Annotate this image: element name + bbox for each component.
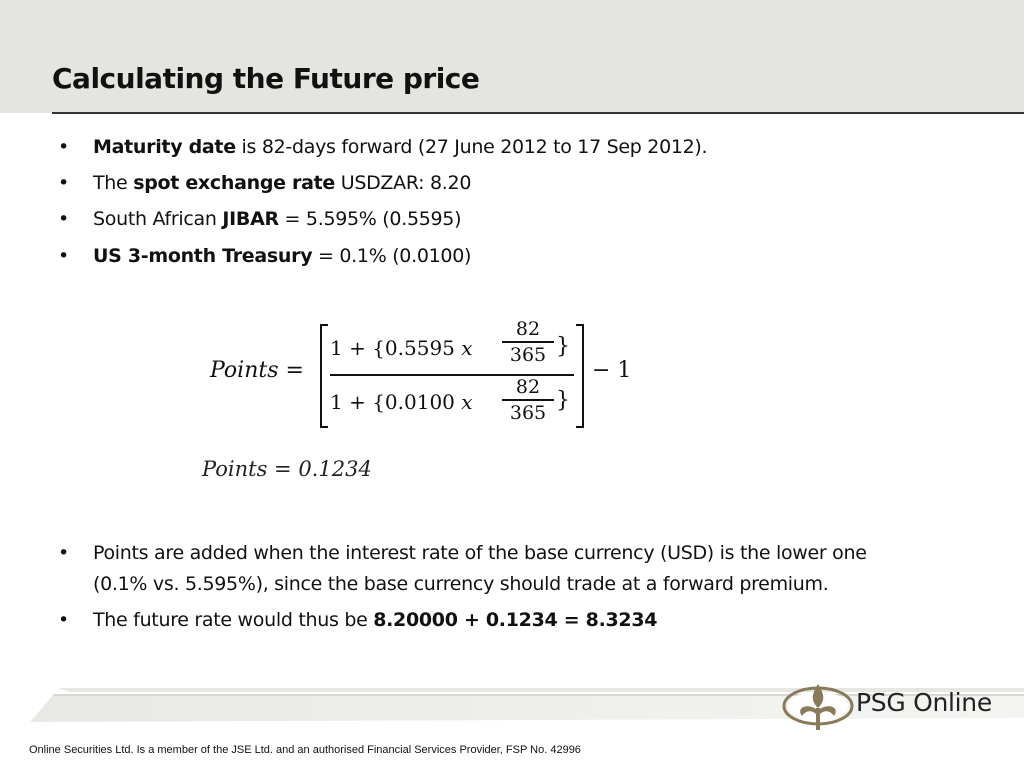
- bullet-bold-label: JIBAR: [222, 208, 279, 230]
- bullet-bold-label: 8.20000 + 0.1234 = 8.3234: [373, 609, 658, 631]
- bullet-text: is 82-days forward (27 June 2012 to 17 S…: [235, 136, 708, 158]
- denominator-fraction: 82 365: [502, 376, 554, 424]
- points-formula: Points = 1 + {0.5595 x 82 365 } 1 + {0.0…: [200, 318, 640, 430]
- bullet-text: USDZAR: 8.20: [335, 172, 472, 194]
- points-result: Points = 0.1234: [202, 457, 372, 481]
- bullet-text: (0.1% vs. 5.595%), since the base curren…: [93, 573, 829, 595]
- bullet-dot: •: [58, 245, 69, 267]
- bullet-dot: •: [58, 136, 69, 158]
- footer-disclaimer: Online Securities Ltd. Is a member of th…: [29, 744, 581, 756]
- formula-numerator: 1 + {0.5595 x: [330, 336, 473, 360]
- bullet-dot: •: [58, 208, 69, 230]
- numerator-close-brace: }: [556, 334, 570, 359]
- bullet-text: South African: [93, 208, 223, 230]
- psg-online-logo-text: PSG Online: [856, 688, 992, 717]
- numerator-fraction: 82 365: [502, 318, 554, 366]
- bullet-bold-label: Maturity date: [93, 136, 236, 158]
- title-band: [0, 0, 1024, 113]
- slide-title: Calculating the Future price: [52, 62, 480, 95]
- bullet-bold-label: spot exchange rate: [133, 172, 335, 194]
- bullet-text: = 5.595% (0.5595): [278, 208, 462, 230]
- title-underline: [52, 112, 1024, 114]
- right-bracket: [576, 324, 584, 428]
- footer-swoosh: [30, 688, 1024, 722]
- bullet-bold-label: US 3-month Treasury: [93, 245, 313, 267]
- formula-lhs: Points =: [210, 358, 304, 383]
- formula-denominator: 1 + {0.0100 x: [330, 390, 473, 414]
- bullet-text: = 0.1% (0.0100): [312, 245, 472, 267]
- fraction-line: [330, 374, 574, 376]
- bullet-dot: •: [58, 172, 69, 194]
- bullet-text: Points are added when the interest rate …: [93, 542, 867, 564]
- left-bracket: [320, 324, 328, 428]
- bullet-text: The future rate would thus be: [93, 609, 374, 631]
- bullet-text: The: [93, 172, 134, 194]
- bullet-dot: •: [58, 542, 69, 564]
- formula-minus-one: − 1: [592, 358, 632, 383]
- psg-logo-icon: [782, 684, 854, 730]
- denominator-close-brace: }: [556, 388, 570, 413]
- bullet-dot: •: [58, 609, 69, 631]
